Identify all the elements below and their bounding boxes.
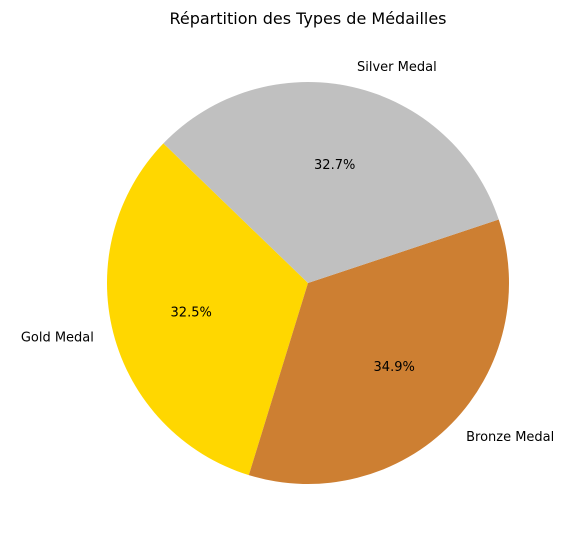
slice-percent-silver-medal: 32.7% (314, 158, 355, 173)
slice-label-silver-medal: Silver Medal (357, 60, 437, 75)
pie-labels: Gold Medal 32.5% Bronze Medal 34.9% Silver M… (21, 60, 554, 445)
slice-percent-bronze-medal: 34.9% (374, 360, 415, 375)
pie-slice-silver-medal (163, 81, 499, 283)
pie-slices (106, 81, 510, 485)
slice-label-gold-medal: Gold Medal (21, 331, 94, 346)
slice-label-bronze-medal: Bronze Medal (466, 430, 554, 445)
chart-title: Répartition des Types de Médailles (169, 9, 446, 28)
pie-slice-bronze-medal (248, 219, 510, 485)
slice-percent-gold-medal: 32.5% (171, 306, 212, 321)
pie-slice-gold-medal (106, 143, 309, 476)
